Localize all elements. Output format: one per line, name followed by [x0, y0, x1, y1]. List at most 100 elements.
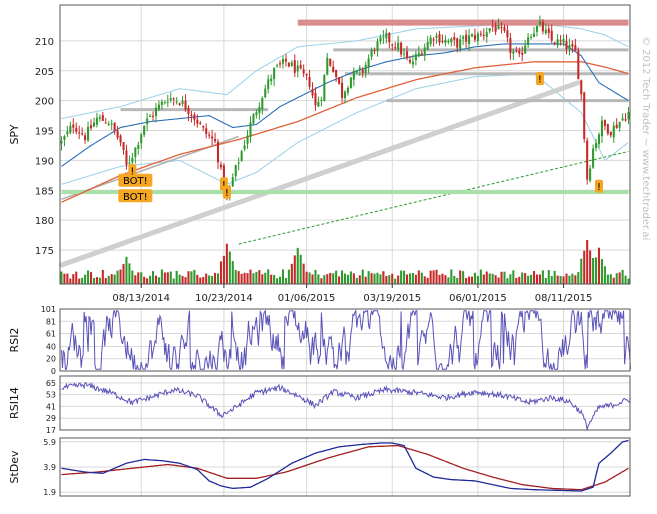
volume-bar — [320, 278, 323, 284]
candle-body — [119, 135, 122, 143]
candle-body — [550, 30, 553, 41]
volume-bar — [208, 275, 211, 284]
volume-bar — [255, 271, 258, 284]
candle-body — [290, 62, 293, 67]
volume-bar — [589, 250, 592, 284]
candle-body — [615, 124, 618, 129]
candle-body — [211, 136, 214, 139]
candle-body — [482, 35, 485, 37]
candle-body — [154, 107, 158, 117]
candle-body — [95, 117, 98, 125]
volume-bar — [75, 271, 78, 284]
volume-bar — [84, 274, 87, 284]
candle-body — [423, 47, 426, 56]
volume-bar — [417, 270, 420, 284]
volume-bar — [370, 273, 373, 284]
candle-body — [338, 77, 341, 84]
volume-bar — [364, 276, 367, 284]
candle-body — [163, 102, 166, 104]
volume-bar — [609, 274, 612, 284]
candle-body — [391, 44, 394, 46]
volume-bar — [349, 271, 352, 284]
candle-body — [441, 41, 444, 43]
candle-body — [370, 50, 373, 57]
volume-bar — [89, 272, 93, 284]
signal-flag-label: ! — [538, 75, 542, 86]
candle-body — [128, 162, 131, 164]
volume-bar — [119, 269, 122, 284]
candle-body — [459, 39, 462, 50]
volume-bar — [385, 275, 388, 284]
volume-bar — [296, 247, 299, 284]
volume-bar — [586, 240, 589, 284]
volume-bar — [125, 256, 128, 284]
candle-body — [597, 134, 601, 145]
volume-bar — [281, 269, 285, 284]
volume-bar — [308, 272, 311, 284]
y-tick-label: 210 — [35, 37, 54, 48]
rsi14-tick-label: 17 — [46, 426, 56, 435]
volume-bar — [512, 270, 515, 284]
volume-bar — [202, 277, 205, 284]
candle-body — [276, 65, 279, 67]
candle-body — [98, 117, 101, 119]
candle-body — [261, 98, 264, 110]
rsi14-tick-label: 41 — [46, 402, 56, 411]
volume-bar — [276, 278, 279, 284]
candle-body — [580, 80, 583, 95]
rsi2-tick-label: 101 — [41, 305, 56, 314]
signal-flag-label: BOT! — [123, 176, 148, 187]
candle-body — [532, 33, 536, 37]
candle-body — [479, 33, 482, 35]
volume-bar — [485, 271, 488, 284]
candle-body — [273, 67, 276, 80]
volume-bar — [571, 273, 574, 284]
volume-bar — [178, 274, 181, 284]
candle-body — [595, 143, 598, 149]
candle-body — [137, 144, 140, 149]
candle-body — [157, 104, 160, 110]
candle-body — [87, 126, 90, 141]
candle-body — [394, 47, 397, 49]
volume-bar — [110, 274, 113, 284]
candle-body — [219, 164, 222, 168]
volume-bar — [423, 276, 426, 284]
volume-bar — [577, 271, 580, 284]
volume-bar — [314, 269, 317, 284]
volume-bar — [388, 275, 391, 284]
volume-bar — [606, 274, 609, 284]
candle-body — [60, 140, 63, 144]
volume-bar — [278, 276, 282, 284]
volume-bar — [335, 270, 338, 284]
candle-body — [403, 53, 406, 55]
candle-body — [281, 58, 285, 64]
volume-bar — [205, 273, 208, 284]
volume-bar — [163, 272, 166, 284]
volume-bar — [98, 277, 101, 284]
candle-body — [624, 119, 627, 121]
volume-bar — [394, 278, 397, 284]
volume-bar — [420, 272, 423, 284]
stdev-frame — [59, 437, 631, 497]
candle-body — [538, 21, 541, 25]
volume-bar — [559, 276, 562, 284]
candle-body — [193, 114, 196, 120]
candle-body — [149, 116, 152, 118]
rsi2-tick-label: 20 — [46, 355, 56, 364]
volume-bar — [556, 275, 559, 284]
volume-bar — [541, 270, 544, 284]
signal-flag — [118, 189, 153, 203]
candle-body — [278, 63, 282, 65]
stdev-tick-label: 3.9 — [43, 463, 56, 472]
candle-body — [603, 120, 606, 127]
candle-body — [151, 115, 155, 117]
candle-body — [346, 87, 349, 93]
candle-body — [414, 54, 417, 61]
volume-bar — [382, 271, 385, 284]
candle-body — [323, 75, 326, 101]
candle-body — [453, 37, 456, 40]
stdev-panel — [61, 439, 629, 492]
candle-body — [379, 37, 382, 42]
candle-body — [299, 64, 302, 69]
y-tick-label: 195 — [35, 127, 54, 138]
